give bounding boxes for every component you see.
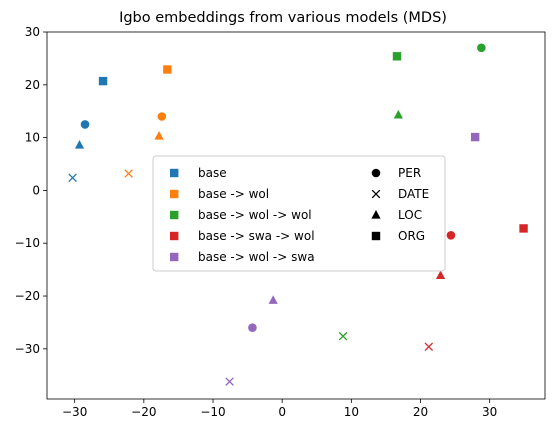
- x-axis-ticks: −30 −20 −10 0 10 20 30: [62, 399, 497, 419]
- x-tick-label: 30: [482, 405, 497, 419]
- x-tick-label: −20: [131, 405, 156, 419]
- legend-label-entity: ORG: [398, 229, 425, 243]
- data-point-per: [80, 120, 90, 129]
- plot-area: [46, 31, 546, 400]
- y-axis-ticks: −30 −20 −10 0 10 20 30: [15, 25, 47, 356]
- y-tick-label: 30: [25, 25, 40, 39]
- x-tick-label: 10: [344, 405, 359, 419]
- x-tick-label: −10: [200, 405, 225, 419]
- data-point-loc: [393, 109, 403, 119]
- y-tick-label: −20: [15, 289, 40, 303]
- data-point-org: [163, 65, 172, 74]
- chart-title: Igbo embeddings from various models (MDS…: [119, 10, 447, 26]
- data-point-loc: [435, 270, 446, 280]
- legend-label-entity: PER: [398, 166, 421, 180]
- legend-marker-entity: [371, 168, 381, 178]
- data-point-org: [98, 76, 108, 86]
- y-tick-label: −30: [15, 342, 40, 356]
- legend-marker-entity: [371, 189, 381, 199]
- data-point-date: [68, 173, 77, 183]
- x-tick-label: 20: [413, 405, 428, 419]
- data-point-org: [470, 132, 480, 142]
- legend-label-model: base -> wol -> wol: [198, 208, 312, 222]
- data-points: [68, 43, 528, 386]
- legend-label-model: base -> swa -> wol: [198, 229, 315, 243]
- legend-label-model: base -> wol: [198, 187, 269, 201]
- x-tick-label: −30: [62, 405, 87, 419]
- data-point-org: [392, 52, 402, 61]
- y-tick-label: 10: [25, 131, 40, 145]
- legend-swatch-model: [170, 168, 179, 178]
- data-point-loc: [268, 295, 278, 304]
- data-point-loc: [74, 140, 85, 149]
- y-tick-label: −10: [15, 236, 40, 250]
- data-point-per: [446, 231, 456, 240]
- legend-marker-entity: [371, 231, 381, 241]
- data-point-per: [477, 43, 486, 53]
- legend-label-model: base -> wol -> swa: [198, 250, 315, 264]
- x-tick-label: 0: [278, 405, 286, 419]
- legend-label-entity: LOC: [398, 208, 422, 222]
- legend: base base -> wol base -> wol -> wol base ->…: [152, 155, 446, 272]
- legend-label-model: base: [198, 166, 227, 180]
- data-point-per: [248, 323, 257, 333]
- y-tick-label: 20: [25, 78, 40, 92]
- legend-swatch-model: [170, 231, 179, 241]
- legend-swatch-model: [170, 210, 179, 220]
- data-point-date: [124, 169, 133, 178]
- data-point-loc: [154, 131, 164, 140]
- data-point-date: [338, 331, 348, 341]
- y-tick-label: 0: [32, 183, 40, 197]
- legend-swatch-model: [170, 252, 179, 262]
- data-point-date: [424, 342, 434, 351]
- data-point-per: [157, 112, 167, 121]
- legend-marker-entity: [371, 210, 381, 219]
- legend-frame: [152, 155, 446, 272]
- data-point-org: [519, 224, 528, 233]
- plot-frame: [46, 31, 546, 400]
- legend-swatch-model: [170, 189, 179, 199]
- legend-label-entity: DATE: [398, 187, 429, 201]
- data-point-date: [225, 377, 234, 386]
